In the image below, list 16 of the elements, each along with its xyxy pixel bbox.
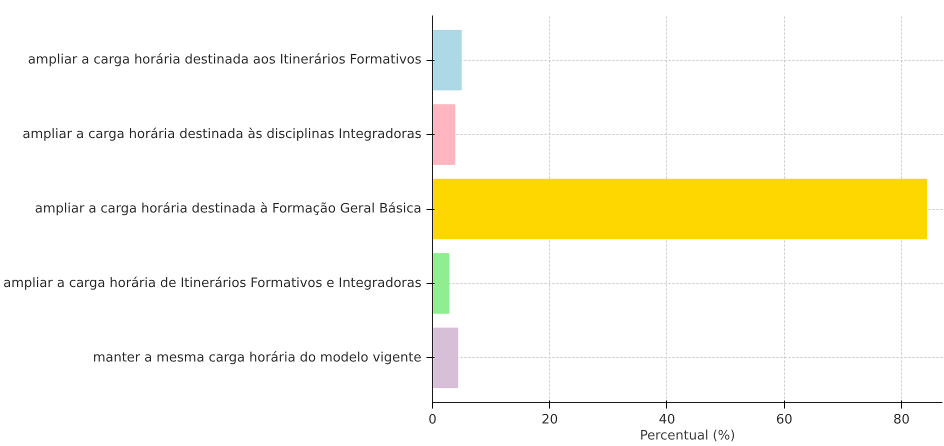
x-tick-label: 0: [428, 412, 437, 428]
y-tick-label: ampliar a carga horária de Itinerários Formativos e Integradoras: [3, 276, 422, 291]
bar: [432, 253, 450, 314]
x-tick-label: 40: [658, 412, 676, 428]
y-tick-label: ampliar a carga horária destinada à Formação Geral Básica: [34, 202, 422, 216]
bar: [432, 30, 462, 90]
bar: [432, 104, 456, 165]
y-tick-label: manter a mesma carga horária do modelo vigente: [92, 350, 422, 366]
x-tick-label: 80: [893, 412, 910, 428]
bar: [432, 178, 928, 240]
bar: [432, 328, 458, 388]
y-tick-label: ampliar a carga horária destinada aos Itinerários Formativos: [28, 52, 422, 68]
x-tick-label: 20: [541, 412, 558, 428]
x-tick-label: 60: [776, 412, 792, 428]
y-tick-label: ampliar a carga horária destinada às disciplinas Integradoras: [22, 127, 422, 142]
x-axis-title: Percentual (%): [640, 428, 736, 444]
